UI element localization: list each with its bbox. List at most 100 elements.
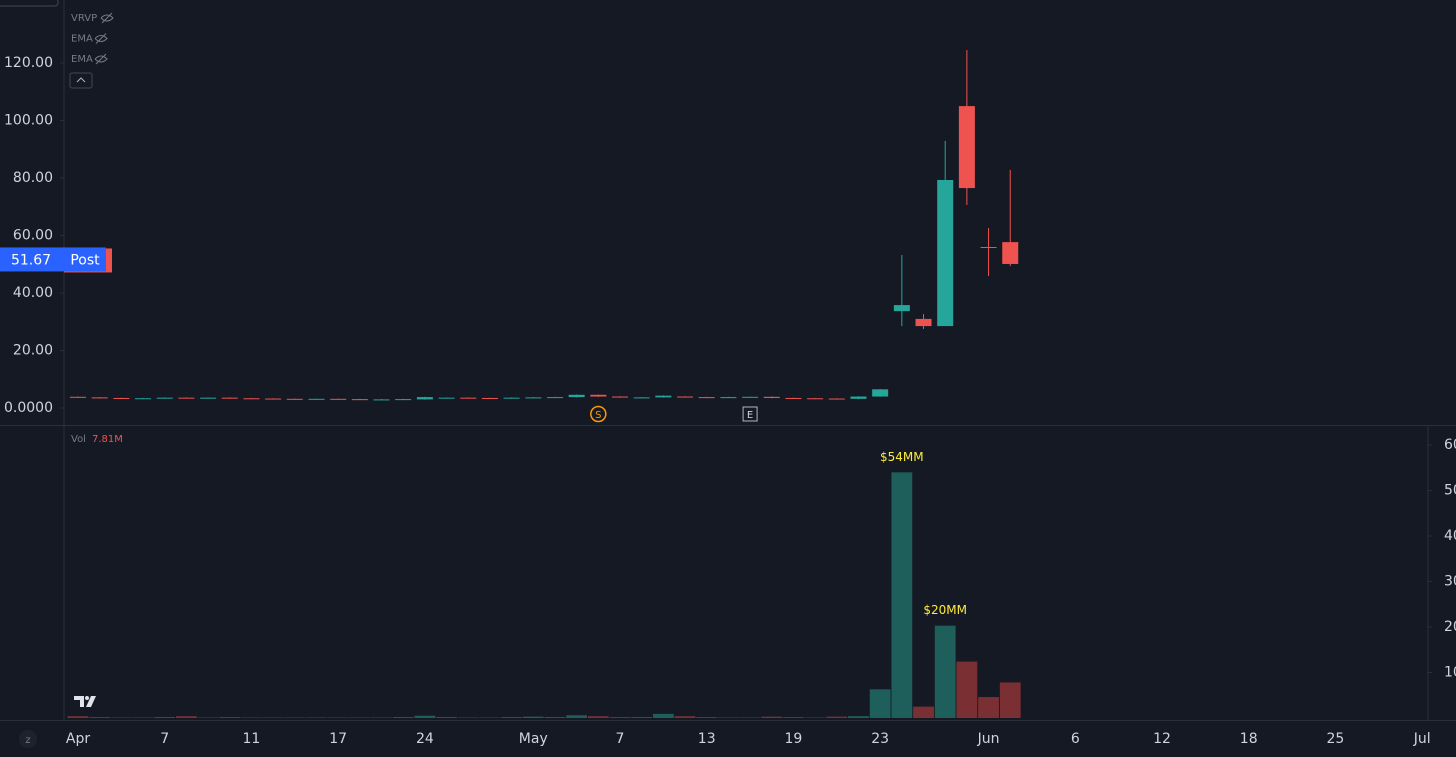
- y-tick-label: 80.00: [13, 170, 53, 186]
- last-price-label: 51.67: [11, 252, 51, 268]
- volume-bar: [587, 716, 609, 718]
- collapse-icon: [76, 77, 86, 83]
- volume-bar: [566, 715, 588, 718]
- candle-body: [958, 106, 975, 189]
- candle-body: [698, 397, 715, 399]
- event-label: S: [595, 410, 601, 421]
- candle-body: [590, 394, 607, 397]
- y-tick-label: 120.00: [4, 55, 53, 71]
- event-marker[interactable]: [742, 406, 758, 422]
- volume-bar: [674, 716, 696, 718]
- indicator-name: VRVP: [71, 13, 97, 24]
- candle-body: [351, 399, 368, 401]
- candle-body: [438, 397, 455, 399]
- candle-body: [568, 394, 585, 398]
- x-tick-label: 18: [1240, 731, 1258, 747]
- volume-annotation: $54MM: [880, 450, 924, 464]
- collapse-button[interactable]: [69, 72, 93, 89]
- y-tick-label: 100.00: [4, 112, 53, 128]
- volume-bar: [913, 706, 934, 718]
- candle-body: [655, 395, 672, 398]
- candle-body: [416, 397, 433, 400]
- x-tick-label: Apr: [66, 731, 90, 747]
- volume-bar: [631, 717, 653, 718]
- candle-body: [915, 318, 932, 327]
- volume-bar: [848, 716, 869, 718]
- zoom-button[interactable]: [19, 730, 37, 748]
- session-label: Post: [70, 252, 100, 268]
- candle-body: [330, 398, 347, 400]
- x-tick-label: 24: [416, 731, 434, 747]
- candle-body: [546, 397, 563, 399]
- x-tick-label: Jul: [1413, 731, 1431, 747]
- candle-body: [980, 247, 997, 249]
- volume-bar: [501, 717, 522, 718]
- candle-body: [460, 397, 477, 399]
- volume-last: 7.81M: [92, 434, 123, 445]
- candle-body: [720, 397, 737, 399]
- event-marker[interactable]: [590, 405, 607, 423]
- volume-bar: [176, 716, 197, 718]
- event-label: E: [747, 410, 753, 421]
- candle-body: [308, 398, 325, 400]
- volume-bar: [761, 716, 783, 718]
- y-tick-label: 60.00: [13, 228, 53, 244]
- candle-body: [395, 399, 412, 401]
- x-tick-label: 12: [1153, 731, 1171, 747]
- candle-body: [156, 397, 173, 399]
- volume-bar: [826, 716, 848, 718]
- candle-body: [70, 396, 86, 398]
- volume-title: Vol: [71, 434, 86, 445]
- x-tick-label: 13: [698, 731, 716, 747]
- candle-body: [503, 397, 520, 399]
- hidden-eye-icon: [100, 12, 114, 24]
- zoom-icon: z: [25, 735, 30, 746]
- last-price-badge: [0, 247, 64, 272]
- x-tick-label: 11: [243, 731, 261, 747]
- volume-bar: [392, 717, 414, 718]
- candle-body: [113, 397, 130, 399]
- y-tick-label: 20.00: [13, 343, 53, 359]
- candle-body: [633, 397, 650, 399]
- hidden-eye-icon: [94, 33, 108, 44]
- x-tick-label: 7: [616, 731, 625, 747]
- candle-body: [243, 398, 260, 400]
- volume-tick-label: 40: [1444, 528, 1456, 544]
- indicator-name: EMA: [71, 54, 93, 65]
- candle-body: [677, 396, 694, 398]
- indicator-name: EMA: [71, 34, 93, 45]
- volume-annotation: $20MM: [923, 603, 967, 617]
- candle-body: [265, 398, 282, 400]
- volume-bar: [869, 689, 891, 718]
- candle-body: [1002, 242, 1019, 264]
- volume-bar: [783, 717, 804, 718]
- volume-tick-label: 20: [1444, 619, 1456, 635]
- volume-bar: [934, 625, 956, 718]
- volume-bar: [219, 717, 241, 718]
- symbol-box[interactable]: [0, 0, 59, 7]
- x-tick-label: 19: [785, 731, 803, 747]
- candle-body: [525, 397, 542, 399]
- volume-bar: [436, 717, 457, 718]
- candle-body: [872, 389, 889, 397]
- volume-bar: [544, 717, 566, 718]
- y-tick-label: 40.00: [13, 285, 53, 301]
- x-tick-label: May: [519, 731, 548, 747]
- candle-body: [135, 398, 152, 400]
- volume-bar: [154, 717, 176, 718]
- x-tick-label: 7: [160, 731, 169, 747]
- x-tick-label: Jun: [977, 731, 1000, 747]
- candle-body: [763, 396, 780, 398]
- volume-tick-label: 60: [1444, 437, 1456, 453]
- volume-bar: [67, 716, 89, 718]
- x-tick-label: 17: [329, 731, 347, 747]
- candle-body: [828, 398, 845, 400]
- volume-tick-label: 30: [1444, 574, 1456, 590]
- candle-body: [200, 397, 217, 399]
- volume-bar: [978, 697, 999, 718]
- volume-bar: [652, 713, 674, 718]
- tv-logo: [74, 696, 96, 707]
- candle-body: [91, 397, 108, 399]
